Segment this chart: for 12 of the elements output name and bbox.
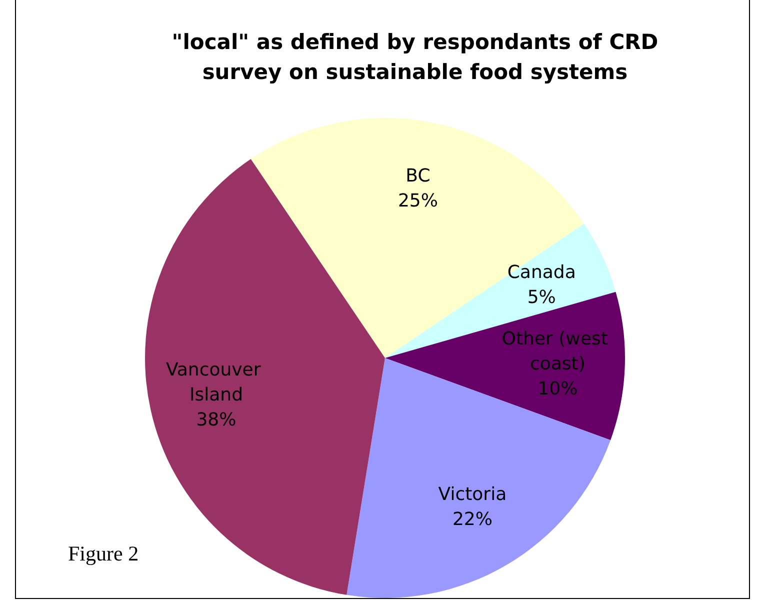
data-label: 5% <box>527 286 556 308</box>
data-label: 38% <box>196 410 236 431</box>
slice-label: Victoria <box>438 484 507 506</box>
data-label: 10% <box>538 378 578 400</box>
data-label: 25% <box>398 190 438 212</box>
slice-label: BC <box>406 165 430 186</box>
slice-label: Canada <box>507 262 576 283</box>
slice-label: Other (west coast) <box>502 328 614 375</box>
slice-label: Vancouver Island <box>166 360 266 406</box>
chart-title: "local" as defined by respondants of CRD survey on sustainable food systems <box>172 30 658 84</box>
data-label: 22% <box>452 509 492 530</box>
caption: Figure 2 <box>68 542 139 566</box>
